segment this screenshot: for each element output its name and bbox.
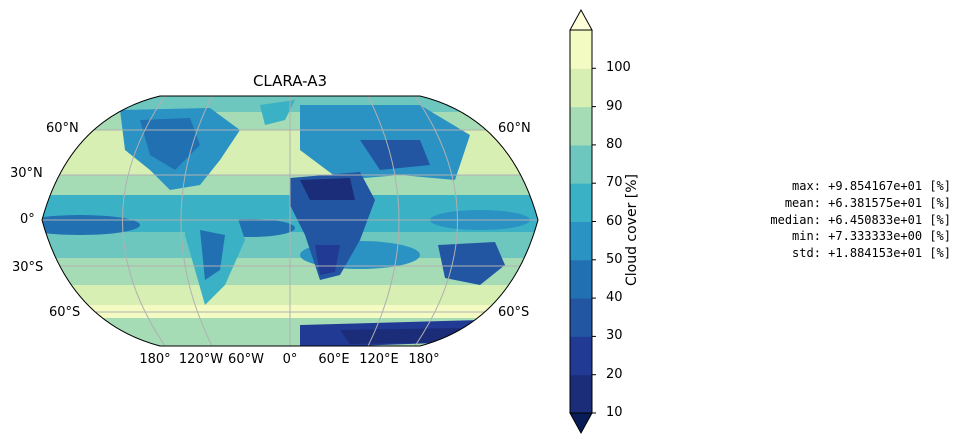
lon-label-60e: 60°E <box>318 352 350 367</box>
colorbar <box>569 8 596 435</box>
map-outline <box>41 95 539 347</box>
lat-label-60s-right: 60°S <box>498 305 530 320</box>
colorbar-segment <box>570 259 592 299</box>
colorbar-segment <box>570 336 592 376</box>
lon-label-180e: 180° <box>408 352 440 367</box>
field-greenland <box>260 100 295 125</box>
stat-median: median: +6.450833e+01 [%] <box>770 212 951 227</box>
colorbar-segment <box>570 298 592 337</box>
colorbar-segment <box>570 30 592 69</box>
lon-label-0: 0° <box>282 352 298 367</box>
colorbar-tick-label: 30 <box>606 328 623 344</box>
lat-label-60n-right: 60°N <box>498 121 531 136</box>
lat-label-30s-left: 30°S <box>12 260 44 275</box>
map-field <box>42 96 538 346</box>
colorbar-extend-under <box>569 412 593 435</box>
stat-max: max: +9.854167e+01 [%] <box>792 179 951 193</box>
colorbar-label: Cloud cover [%] <box>624 173 640 287</box>
colorbar-tick-label: 40 <box>606 290 623 306</box>
field-band-subtropic-s <box>42 232 538 262</box>
map-title: CLARA-A3 <box>252 72 328 90</box>
colorbar-tick-label: 10 <box>606 405 623 420</box>
colorbar-segment <box>570 183 592 222</box>
statistics-panel: max: +9.854167e+01 [%] mean: +6.381575e+0… <box>770 178 951 262</box>
colorbar-tick-label: 80 <box>606 136 623 152</box>
colorbar-segment <box>570 374 592 414</box>
colorbar-tick-label: 70 <box>606 175 623 191</box>
colorbar-tick-label: 90 <box>606 98 623 114</box>
colorbar-tick-label: 60 <box>606 213 623 229</box>
lon-label-180w: 180° <box>139 352 171 367</box>
lat-label-0-left: 0° <box>20 212 35 227</box>
colorbar-segment <box>570 144 592 184</box>
stat-min: min: +7.333333e+00 [%] <box>792 229 951 244</box>
stat-std: std: +1.884153e+01 [%] <box>792 246 951 261</box>
lat-label-30n-left: 30°N <box>10 166 43 181</box>
colorbar-tick-label: 100 <box>606 60 631 76</box>
lon-label-120w: 120°W <box>178 352 224 367</box>
colorbar-segment <box>570 106 592 146</box>
colorbar-tick-label: 20 <box>606 366 623 382</box>
colorbar-segment <box>570 68 592 108</box>
field-patch <box>42 215 140 235</box>
colorbar-tick-label: 50 <box>606 251 623 267</box>
stat-mean: mean: +6.381575e+01 [%] <box>784 195 951 210</box>
colorbar-segment <box>570 221 592 261</box>
lat-label-60s-left: 60°S <box>49 305 81 320</box>
lat-label-60n-left: 60°N <box>46 121 79 136</box>
lon-label-60w: 60°W <box>228 352 264 367</box>
lon-label-120e: 120°E <box>359 352 399 367</box>
colorbar-extend-over <box>569 8 593 31</box>
